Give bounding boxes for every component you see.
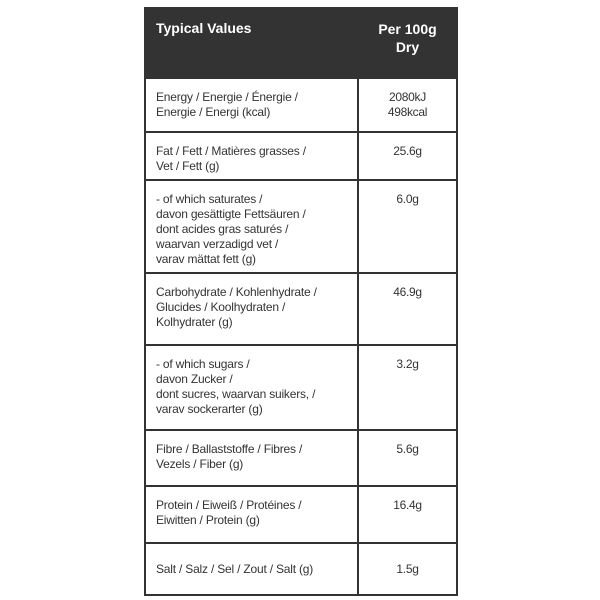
table-row-salt: Salt / Salz / Sel / Zout / Salt (g) 1.5g [146,542,456,594]
table-row-energy: Energy / Energie / Énergie / Energie / E… [146,77,456,131]
table-row-sugars: - of which sugars / davon Zucker / dont … [146,344,456,429]
row-value: 16.4g [393,498,422,512]
row-value: 1.5g [396,562,419,576]
row-value: 3.2g [396,357,419,371]
row-value: 46.9g [393,285,422,299]
row-label: Fibre / Ballaststoffe / Fibres / Vezels … [146,431,359,485]
table-row-fat: Fat / Fett / Matières grasses / Vet / Fe… [146,131,456,179]
row-value: 2080kJ 498kcal [387,90,428,119]
row-label: Energy / Energie / Énergie / Energie / E… [146,79,359,131]
nutrition-table: Typical Values Per 100g Dry Energy / Ene… [144,7,458,596]
table-header: Typical Values Per 100g Dry [146,9,456,77]
header-value: Per 100g Dry [378,21,437,55]
table-row-protein: Protein / Eiweiß / Protéines / Eiwitten … [146,485,456,542]
row-label: - of which saturates / davon gesättigte … [146,181,359,272]
row-label: - of which sugars / davon Zucker / dont … [146,346,359,429]
row-value: 25.6g [393,144,422,158]
row-label: Carbohydrate / Kohlenhydrate / Glucides … [146,274,359,344]
header-label: Typical Values [156,20,252,36]
table-row-carbohydrate: Carbohydrate / Kohlenhydrate / Glucides … [146,272,456,344]
table-row-fibre: Fibre / Ballaststoffe / Fibres / Vezels … [146,429,456,485]
row-value: 5.6g [396,442,419,456]
table-row-saturates: - of which saturates / davon gesättigte … [146,179,456,272]
row-label: Protein / Eiweiß / Protéines / Eiwitten … [146,487,359,542]
row-value: 6.0g [396,192,419,206]
row-label: Salt / Salz / Sel / Zout / Salt (g) [146,544,359,594]
row-label: Fat / Fett / Matières grasses / Vet / Fe… [146,133,359,179]
